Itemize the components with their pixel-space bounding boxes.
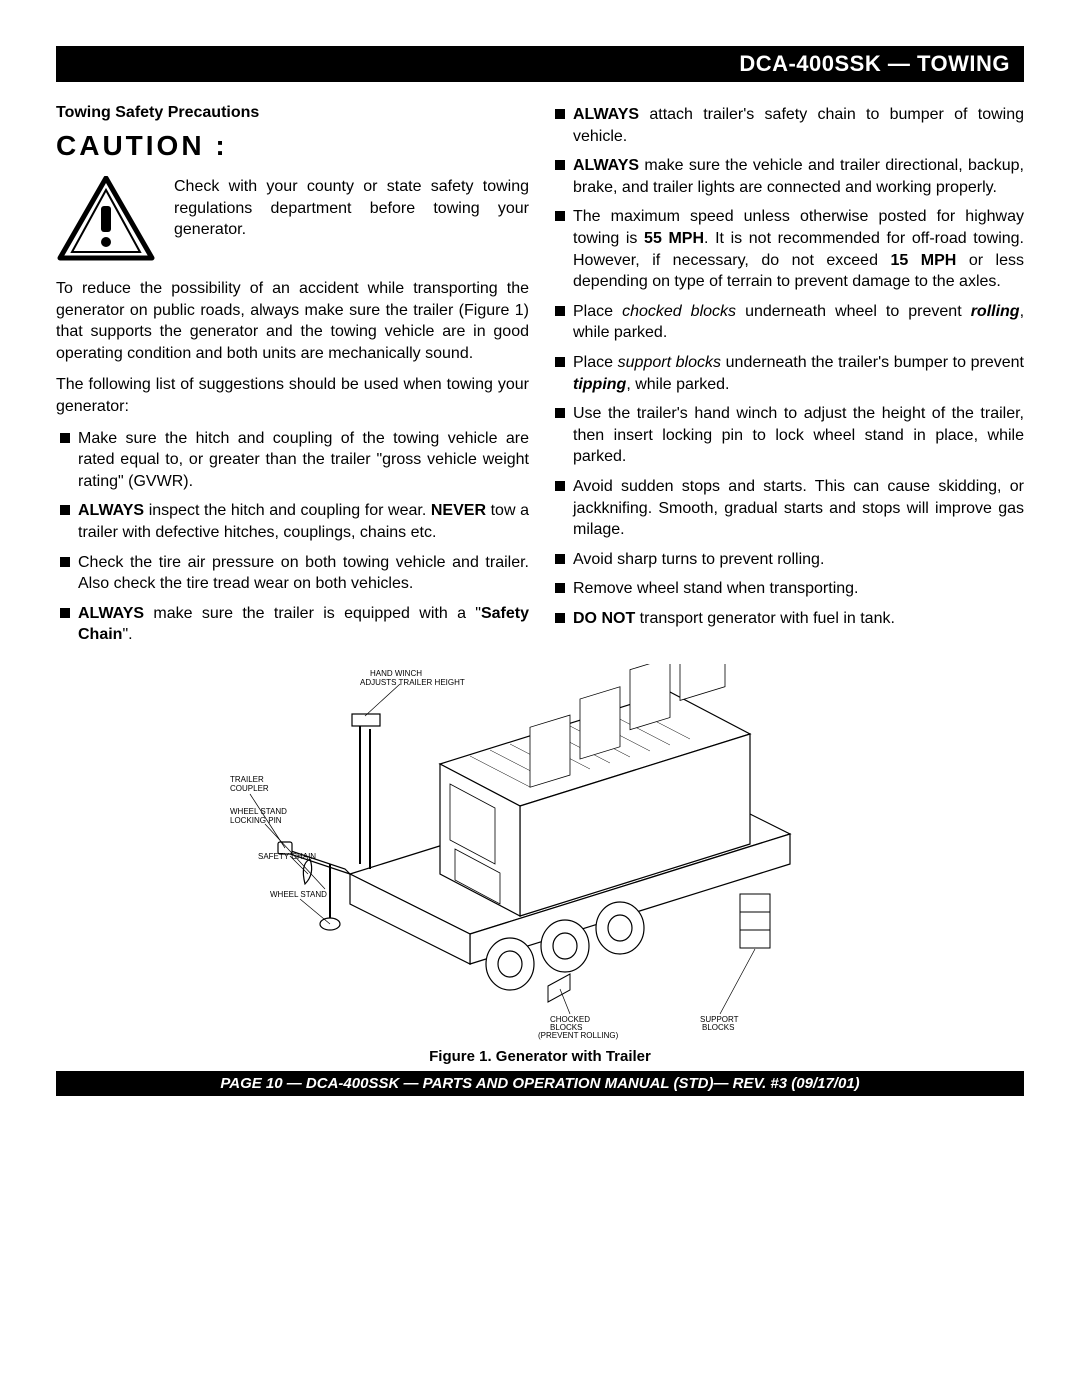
right-column: ALWAYS attach trailer's safety chain to … — [551, 104, 1024, 654]
label-safety-chain: SAFETY CHAIN — [258, 852, 316, 861]
list-item: Avoid sudden stops and starts. This can … — [551, 476, 1024, 541]
warning-triangle-icon — [56, 176, 156, 262]
label-wheel-stand-lock: WHEEL STAND LOCKING PIN — [230, 807, 289, 825]
list-item: Avoid sharp turns to prevent rolling. — [551, 549, 1024, 571]
list-item: Check the tire air pressure on both towi… — [56, 552, 529, 595]
list-item: Remove wheel stand when transporting. — [551, 578, 1024, 600]
footer-text: PAGE 10 — DCA-400SSK — PARTS AND OPERATI… — [220, 1075, 859, 1092]
caution-row: Check with your county or state safety t… — [56, 176, 529, 262]
right-bullet-list: ALWAYS attach trailer's safety chain to … — [551, 104, 1024, 629]
header-bar: DCA-400SSK — TOWING — [56, 46, 1024, 82]
list-item: The maximum speed unless otherwise poste… — [551, 206, 1024, 292]
label-hand-winch: HAND WINCH ADJUSTS TRAILER HEIGHT — [360, 669, 465, 687]
caution-text: Check with your county or state safety t… — [174, 176, 529, 241]
list-item: ALWAYS make sure the trailer is equipped… — [56, 603, 529, 646]
section-title: Towing Safety Precautions — [56, 104, 529, 122]
list-item: Make sure the hitch and coupling of the … — [56, 428, 529, 493]
label-trailer-coupler: TRAILER COUPLER — [230, 775, 269, 793]
footer-bar: PAGE 10 — DCA-400SSK — PARTS AND OPERATI… — [56, 1071, 1024, 1096]
header-title: DCA-400SSK — TOWING — [739, 51, 1010, 77]
list-item: ALWAYS attach trailer's safety chain to … — [551, 104, 1024, 147]
content-columns: Towing Safety Precautions CAUTION : Chec… — [56, 104, 1024, 654]
label-support-blocks: SUPPORT BLOCKS — [700, 1015, 741, 1032]
list-item: ALWAYS make sure the vehicle and trailer… — [551, 155, 1024, 198]
list-item: Use the trailer's hand winch to adjust t… — [551, 403, 1024, 468]
list-item: ALWAYS inspect the hitch and coupling fo… — [56, 500, 529, 543]
generator-trailer-diagram: HAND WINCH ADJUSTS TRAILER HEIGHT TRAILE… — [230, 664, 850, 1044]
list-item: Place chocked blocks underneath wheel to… — [551, 301, 1024, 344]
left-bullet-list: Make sure the hitch and coupling of the … — [56, 428, 529, 646]
list-item: Place support blocks underneath the trai… — [551, 352, 1024, 395]
caution-label: CAUTION : — [56, 130, 529, 162]
left-column: Towing Safety Precautions CAUTION : Chec… — [56, 104, 529, 654]
label-wheel-stand: WHEEL STAND — [270, 890, 327, 899]
label-chocked-blocks: CHOCKED BLOCKS (PREVENT ROLLING) — [538, 1015, 619, 1040]
figure-block: HAND WINCH ADJUSTS TRAILER HEIGHT TRAILE… — [56, 664, 1024, 1096]
list-item: DO NOT transport generator with fuel in … — [551, 608, 1024, 630]
intro-para-1: To reduce the possibility of an accident… — [56, 278, 529, 364]
figure-caption: Figure 1. Generator with Trailer — [56, 1048, 1024, 1065]
intro-para-2: The following list of suggestions should… — [56, 374, 529, 417]
